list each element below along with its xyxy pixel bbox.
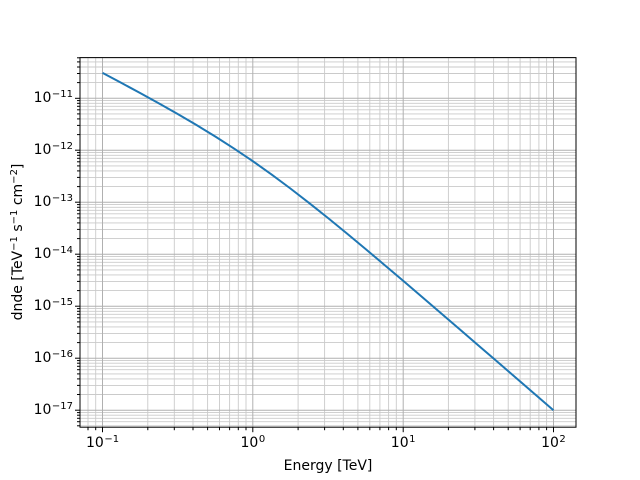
x-tick-label: 101: [390, 434, 416, 452]
y-tick-label: 10−16: [33, 349, 73, 367]
y-tick-label: 10−15: [33, 297, 73, 315]
x-tick-label: 100: [240, 434, 266, 452]
y-tick-label: 10−11: [33, 89, 73, 107]
x-axis-label: Energy [TeV]: [283, 458, 373, 474]
y-tick-label: 10−13: [33, 193, 73, 211]
minor-gridlines: [80, 57, 576, 428]
x-tick-label: 10−1: [85, 434, 120, 452]
spectrum-line: [102, 71, 555, 411]
y-tick-label: 10−14: [33, 245, 73, 263]
y-tick-label: 10−12: [33, 141, 73, 159]
axes-spines: [79, 57, 577, 428]
y-tick-label: 10−17: [33, 401, 73, 419]
major-gridlines: [80, 57, 576, 428]
tick-marks: [75, 57, 554, 433]
x-tick-label: 102: [541, 434, 566, 452]
